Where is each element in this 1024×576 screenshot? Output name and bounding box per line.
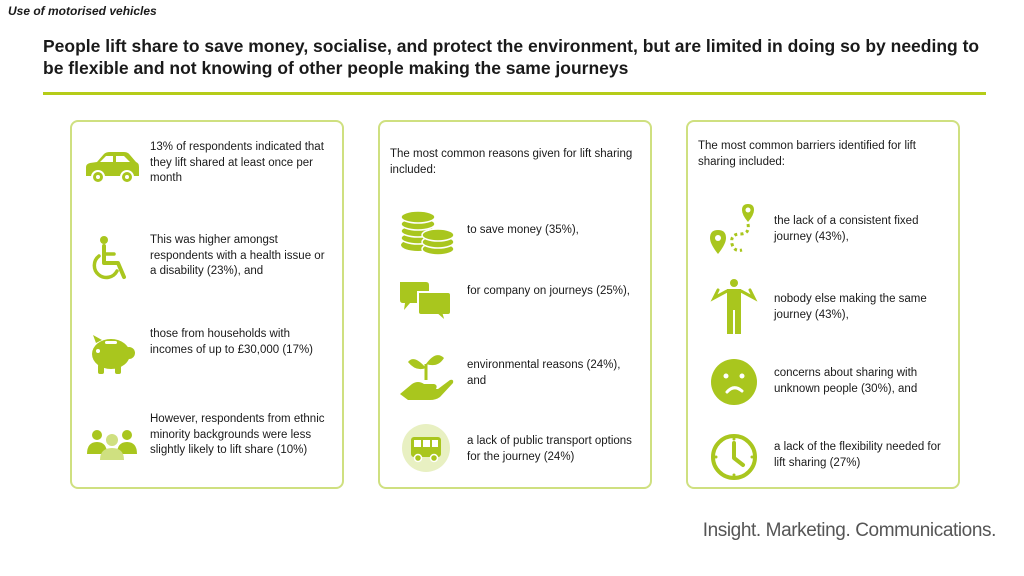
card-item-text: However, respondents from ethnic minorit…: [150, 413, 325, 456]
card-item: a lack of public transport options for t…: [380, 422, 650, 482]
card-item: concerns about sharing with unknown peop…: [688, 357, 958, 417]
card-item-text: a lack of the flexibility needed for lif…: [774, 441, 941, 469]
page-headline: People lift share to save money, sociali…: [43, 36, 980, 78]
card-item: for company on journeys (25%),: [380, 278, 650, 338]
card-item: This was higher amongst respondents with…: [72, 233, 342, 293]
clock-icon: [706, 431, 766, 487]
route-icon: [706, 204, 766, 260]
card-item-text: those from households with incomes of up…: [150, 328, 314, 356]
card-item-text: 13% of respondents indicated that they l…: [150, 141, 324, 184]
headline-rule: [43, 92, 986, 95]
card-item-text: concerns about sharing with unknown peop…: [774, 367, 918, 395]
card-item-text: nobody else making the same journey (43%…: [774, 293, 927, 321]
card-item-text: to save money (35%),: [467, 224, 579, 236]
card-item: a lack of the flexibility needed for lif…: [688, 431, 958, 491]
card-intro: The most common reasons given for lift s…: [390, 148, 633, 176]
group-icon: [82, 412, 142, 468]
card-item-text: the lack of a consistent fixed journey (…: [774, 215, 919, 243]
card-item: the lack of a consistent fixed journey (…: [688, 204, 958, 264]
coins-icon: [398, 207, 458, 263]
wheelchair-icon: [82, 233, 142, 289]
worried-face-icon: [706, 357, 766, 413]
card-item: environmental reasons (24%), and: [380, 352, 650, 412]
card-item: those from households with incomes of up…: [72, 327, 342, 387]
card-item-text: for company on journeys (25%),: [467, 285, 630, 297]
section-label: Use of motorised vehicles: [8, 4, 157, 18]
card-item: nobody else making the same journey (43%…: [688, 278, 958, 338]
card-item: However, respondents from ethnic minorit…: [72, 412, 342, 472]
plant-hand-icon: [398, 352, 458, 408]
card-intro: The most common barriers identified for …: [698, 140, 916, 168]
piggy-bank-icon: [82, 327, 142, 383]
card-item-text: environmental reasons (24%), and: [467, 359, 621, 387]
card-item-text: This was higher amongst respondents with…: [150, 234, 325, 277]
lift-share-reasons-card: The most common reasons given for lift s…: [378, 120, 652, 489]
shrugging-person-icon: [706, 278, 766, 334]
lift-share-rates-card: 13% of respondents indicated that they l…: [70, 120, 344, 489]
card-item-text: a lack of public transport options for t…: [467, 435, 632, 463]
card-item: to save money (35%),: [380, 207, 650, 267]
card-item: 13% of respondents indicated that they l…: [72, 140, 342, 200]
bus-icon: [398, 422, 458, 478]
speech-bubbles-icon: [398, 278, 458, 334]
brand-wordmark: Insight. Marketing. Communications.: [702, 520, 997, 541]
car-icon: [82, 140, 142, 196]
lift-share-barriers-card: The most common barriers identified for …: [686, 120, 960, 489]
